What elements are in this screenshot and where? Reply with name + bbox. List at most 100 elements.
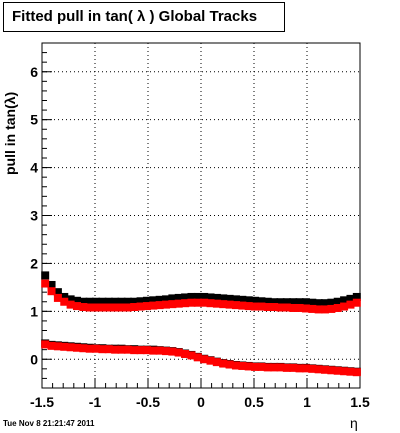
data-point — [321, 305, 330, 314]
data-point — [346, 300, 355, 309]
data-point — [193, 353, 202, 362]
data-point — [174, 293, 183, 302]
data-point — [251, 296, 260, 305]
data-point — [41, 340, 50, 349]
data-point — [219, 294, 228, 303]
data-point — [123, 303, 132, 312]
data-point — [53, 293, 62, 302]
data-point — [282, 303, 291, 312]
data-point — [142, 302, 151, 311]
data-point — [136, 302, 145, 311]
data-point — [181, 349, 190, 358]
data-point — [47, 341, 56, 350]
data-point — [155, 295, 164, 304]
data-point — [53, 342, 62, 351]
data-point — [295, 364, 304, 373]
data-point — [117, 303, 126, 312]
data-point — [340, 296, 349, 305]
data-point — [327, 304, 336, 313]
data-point — [123, 345, 132, 354]
data-point — [212, 299, 221, 308]
data-point — [333, 366, 342, 375]
data-point — [130, 297, 139, 306]
data-point — [149, 301, 158, 310]
data-point — [270, 298, 279, 307]
data-point — [47, 287, 56, 296]
data-point — [352, 292, 361, 301]
data-point — [206, 299, 215, 308]
data-point — [257, 362, 266, 371]
data-point — [142, 296, 151, 305]
data-point — [206, 293, 215, 302]
data-point — [276, 303, 285, 312]
data-point — [346, 367, 355, 376]
data-point — [72, 302, 81, 311]
data-point — [225, 360, 234, 369]
data-point — [66, 295, 75, 304]
data-point — [238, 361, 247, 370]
data-point — [289, 298, 298, 307]
data-point — [206, 356, 215, 365]
data-point — [295, 298, 304, 307]
data-point — [98, 297, 107, 306]
data-point — [136, 346, 145, 355]
data-point — [257, 297, 266, 306]
data-point — [263, 303, 272, 312]
data-point — [104, 345, 113, 354]
data-point — [130, 303, 139, 312]
chart-title-box: Fitted pull in tan( λ ) Global Tracks — [3, 2, 285, 32]
x-tick-label: -1 — [89, 394, 102, 410]
data-point — [244, 302, 253, 311]
data-point — [327, 298, 336, 307]
data-point — [104, 303, 113, 312]
data-point — [244, 296, 253, 305]
data-point — [66, 300, 75, 309]
data-point — [111, 303, 120, 312]
data-point — [117, 297, 126, 306]
axis-ticks — [41, 42, 361, 389]
data-point — [47, 280, 56, 289]
data-point — [155, 346, 164, 355]
data-point — [308, 298, 317, 307]
data-point — [98, 303, 107, 312]
data-point — [181, 299, 190, 308]
data-point — [92, 297, 101, 306]
data-point — [168, 294, 177, 303]
y-tick-label: 1 — [30, 303, 38, 319]
grid — [42, 43, 360, 388]
data-point — [92, 303, 101, 312]
data-point — [41, 271, 50, 280]
data-point — [301, 364, 310, 373]
y-tick-label: 6 — [30, 64, 38, 80]
data-point — [346, 294, 355, 303]
y-tick-label: 0 — [30, 351, 38, 367]
data-point — [263, 363, 272, 372]
x-tick-label: 0 — [197, 394, 205, 410]
data-point — [181, 293, 190, 302]
data-point — [200, 355, 209, 364]
y-axis-label: pull in tan(λ) — [2, 91, 18, 175]
data-point — [168, 300, 177, 309]
data-point — [308, 304, 317, 313]
data-point — [60, 342, 69, 351]
data-point — [187, 298, 196, 307]
data-point — [231, 295, 240, 304]
data-point — [301, 298, 310, 307]
chart-title: Fitted pull in tan( λ ) Global Tracks — [12, 8, 258, 25]
data-point — [244, 362, 253, 371]
data-point — [123, 297, 132, 306]
data-point — [251, 362, 260, 371]
data-point — [333, 303, 342, 312]
data-point — [41, 279, 50, 288]
data-point — [136, 297, 145, 306]
data-point — [142, 346, 151, 355]
data-point — [187, 351, 196, 360]
data-point — [72, 296, 81, 305]
data-point — [301, 304, 310, 313]
data-point — [340, 302, 349, 311]
data-point — [212, 358, 221, 367]
data-point — [219, 300, 228, 309]
data-point — [79, 344, 88, 353]
x-tick-label: 1.5 — [350, 394, 370, 410]
data-point — [289, 303, 298, 312]
